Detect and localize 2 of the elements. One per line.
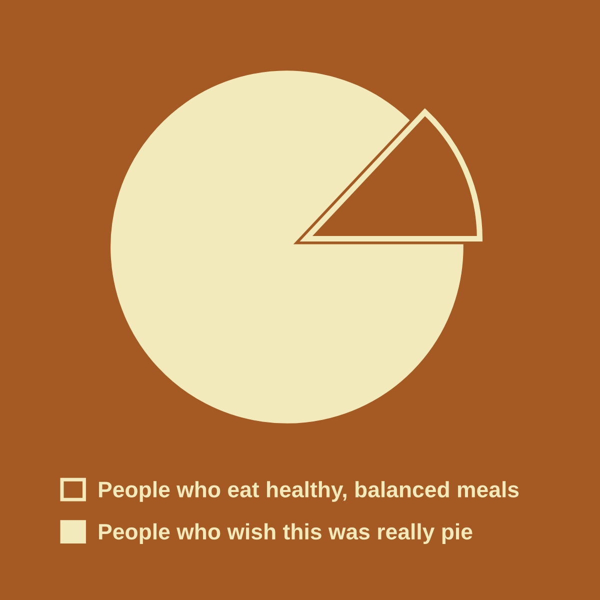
legend-label: People who wish this was really pie bbox=[99, 523, 472, 544]
legend-label: People who eat healthy, balanced meals bbox=[99, 481, 519, 502]
